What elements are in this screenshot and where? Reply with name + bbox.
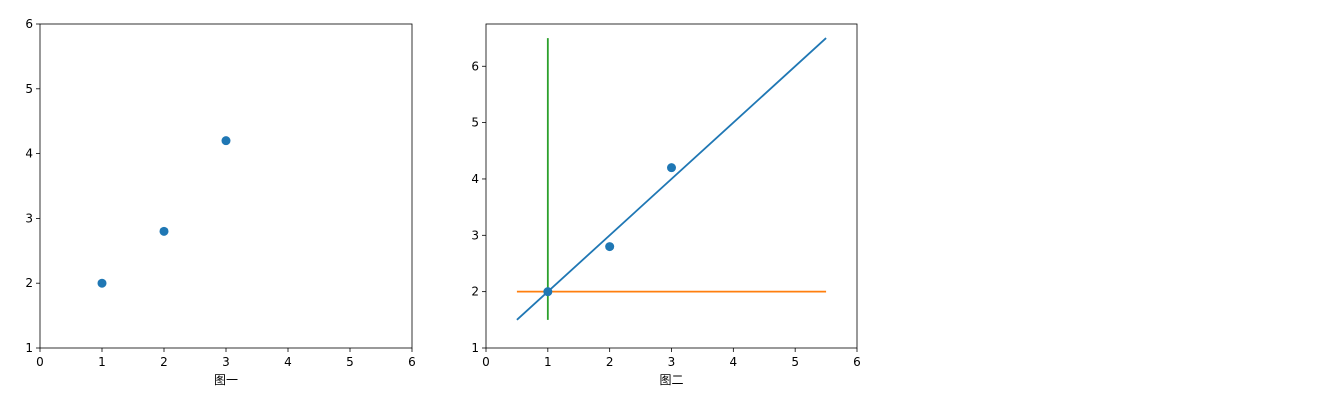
y-tick-label: 1: [25, 341, 33, 355]
scatter-point: [605, 242, 615, 252]
x-tick-label: 4: [730, 355, 738, 369]
scatter-point: [159, 226, 169, 236]
y-tick-label: 3: [471, 228, 479, 242]
x-tick-label: 2: [160, 355, 168, 369]
x-tick-label: 5: [791, 355, 799, 369]
y-tick-label: 3: [25, 211, 33, 225]
y-tick-label: 4: [471, 172, 479, 186]
y-tick-label: 6: [25, 17, 33, 31]
x-tick-label: 3: [222, 355, 230, 369]
x-tick-label: 6: [853, 355, 861, 369]
y-tick-label: 6: [471, 59, 479, 73]
plot-frame: [39, 23, 413, 349]
y-tick-label: 5: [25, 82, 33, 96]
y-tick-label: 4: [25, 147, 33, 161]
y-tick-label: 2: [25, 276, 33, 290]
x-tick-label: 1: [98, 355, 106, 369]
x-axis-label: 图二: [659, 373, 683, 387]
scatter-point: [667, 163, 676, 173]
scatter-point: [97, 278, 107, 288]
x-axis-label: 图一: [214, 373, 238, 387]
x-tick-label: 0: [36, 355, 44, 369]
scatter-point: [221, 136, 231, 146]
x-tick-label: 2: [606, 355, 614, 369]
y-tick-label: 1: [471, 341, 479, 355]
x-tick-label: 5: [346, 355, 354, 369]
plot-frame: [485, 23, 858, 349]
x-tick-label: 3: [668, 355, 676, 369]
x-tick-label: 1: [544, 355, 552, 369]
y-tick-label: 2: [471, 285, 479, 299]
scatter-point: [543, 287, 553, 297]
x-tick-label: 0: [482, 355, 490, 369]
x-tick-label: 4: [284, 355, 292, 369]
line-series-0: [516, 37, 827, 321]
x-tick-label: 6: [408, 355, 416, 369]
y-tick-label: 5: [471, 116, 479, 130]
